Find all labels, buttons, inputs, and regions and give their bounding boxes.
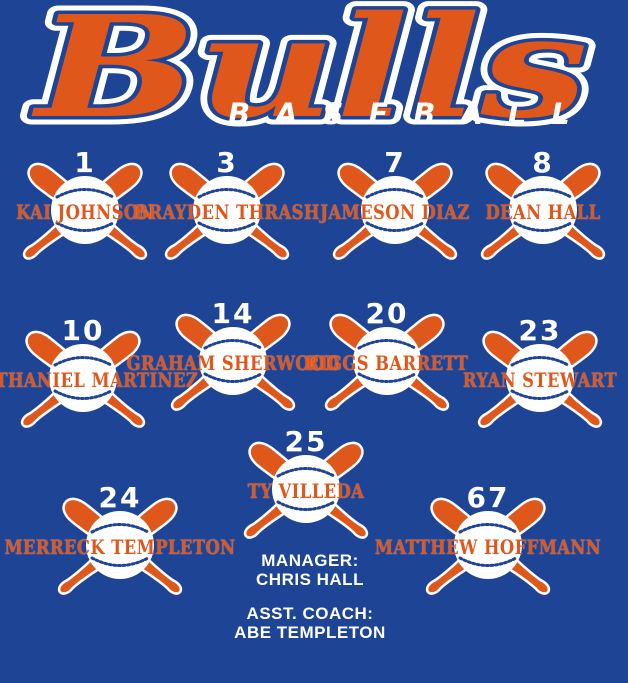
baseball-stitch-bottom bbox=[90, 556, 150, 567]
crossed-bats-ball-icon bbox=[57, 497, 183, 595]
player-card: 24 MERRECK TEMPLETON bbox=[4, 481, 235, 605]
assistant-coach-label: ASST. COACH: bbox=[246, 604, 374, 623]
player-number: 67 bbox=[466, 481, 510, 514]
baseball-stitch-bottom bbox=[357, 372, 417, 383]
crossed-bats-ball-icon bbox=[477, 330, 603, 428]
player-number: 14 bbox=[211, 297, 255, 330]
baseball-stitch-bottom bbox=[513, 221, 573, 232]
player-number: 20 bbox=[365, 297, 409, 330]
player-number: 1 bbox=[74, 146, 96, 179]
crossed-bats-ball-icon bbox=[164, 162, 290, 260]
crossed-bats-ball-emblem bbox=[320, 152, 470, 268]
crossed-bats-ball-icon bbox=[22, 162, 148, 260]
baseball-stitch-top bbox=[510, 356, 570, 367]
team-logo-script-outline: Bulls bbox=[31, 0, 588, 150]
manager-name: CHRIS HALL bbox=[256, 570, 364, 589]
crossed-bats-ball-icon bbox=[170, 313, 296, 411]
crossed-bats-ball-emblem bbox=[8, 320, 158, 436]
team-logo-subtitle: BASEBALL bbox=[228, 97, 595, 131]
baseball-stitch-top bbox=[203, 339, 263, 350]
player-number: 25 bbox=[284, 425, 328, 458]
crossed-bats-ball-icon bbox=[20, 330, 146, 428]
crossed-bats-ball-emblem bbox=[152, 152, 302, 268]
crossed-bats-ball-icon bbox=[243, 441, 369, 539]
crossed-bats-ball-icon bbox=[324, 313, 450, 411]
baseball-stitch-top bbox=[357, 339, 417, 350]
player-name: MATTHEW HOFFMANN bbox=[374, 535, 602, 559]
crossed-bats-ball-emblem bbox=[231, 431, 381, 547]
crossed-bats-ball-emblem bbox=[158, 303, 308, 419]
player-name: MERRECK TEMPLETON bbox=[4, 535, 236, 559]
player-card: 25 TY VILLEDA bbox=[231, 425, 381, 549]
player-number: 8 bbox=[532, 146, 554, 179]
player-card: 23 RYAN STEWART bbox=[462, 314, 618, 438]
player-name: BRAYDEN THRASH bbox=[134, 200, 320, 224]
baseball-stitch-top bbox=[197, 188, 257, 199]
player-name: GRAHAM SHERWOOD bbox=[126, 351, 340, 375]
baseball-stitch-bottom bbox=[365, 221, 425, 232]
crossed-bats-ball-emblem bbox=[465, 320, 615, 436]
crossed-bats-ball-emblem bbox=[312, 303, 462, 419]
player-number: 23 bbox=[518, 314, 562, 347]
player-card: 14 GRAHAM SHERWOOD bbox=[127, 297, 339, 421]
player-name: DEAN HALL bbox=[485, 200, 601, 224]
player-card: 1 KAI JOHNSON bbox=[10, 146, 160, 270]
player-number: 10 bbox=[61, 314, 105, 347]
player-name: KAI JOHNSON bbox=[16, 200, 154, 224]
baseball-stitch-top bbox=[276, 467, 336, 478]
player-card: 7 JAMESON DIAZ bbox=[320, 146, 470, 270]
player-name: JAMESON DIAZ bbox=[320, 200, 470, 224]
player-name: NATHANIEL MARTINEZ bbox=[0, 368, 199, 392]
baseball-stitch-bottom bbox=[197, 221, 257, 232]
baseball-stitch-bottom bbox=[53, 389, 113, 400]
baseball-stitch-bottom bbox=[55, 221, 115, 232]
player-card: 67 MATTHEW HOFFMANN bbox=[375, 481, 601, 605]
player-name: RIGGS BARRETT bbox=[305, 351, 469, 375]
baseball-stitch-bottom bbox=[510, 389, 570, 400]
baseball-stitch-top bbox=[365, 188, 425, 199]
player-number: 3 bbox=[216, 146, 238, 179]
team-logo-script: Bulls bbox=[31, 0, 588, 150]
player-card: 10 NATHANIEL MARTINEZ bbox=[0, 314, 198, 438]
baseball-stitch-top bbox=[90, 523, 150, 534]
player-card: 8 DEAN HALL bbox=[468, 146, 618, 270]
player-number: 24 bbox=[98, 481, 142, 514]
team-logo-script-inline: Bulls bbox=[31, 0, 588, 150]
player-name: RYAN STEWART bbox=[462, 368, 618, 392]
baseball-stitch-top bbox=[53, 356, 113, 367]
baseball-stitch-bottom bbox=[276, 500, 336, 511]
player-number: 7 bbox=[384, 146, 406, 179]
manager-label: MANAGER: bbox=[261, 551, 359, 570]
crossed-bats-ball-icon bbox=[332, 162, 458, 260]
team-logo: Bulls Bulls Bulls bbox=[22, 0, 596, 152]
crossed-bats-ball-emblem bbox=[10, 152, 160, 268]
baseball-stitch-top bbox=[458, 523, 518, 534]
player-name: TY VILLEDA bbox=[247, 479, 365, 503]
baseball-stitch-bottom bbox=[458, 556, 518, 567]
assistant-coach-name: ABE TEMPLETON bbox=[234, 623, 386, 642]
crossed-bats-ball-emblem bbox=[45, 487, 195, 603]
player-card: 20 RIGGS BARRETT bbox=[306, 297, 468, 421]
player-card: 3 BRAYDEN THRASH bbox=[134, 146, 319, 270]
staff-credits: MANAGER: CHRIS HALL ASST. COACH: ABE TEM… bbox=[210, 551, 410, 642]
baseball-stitch-bottom bbox=[203, 372, 263, 383]
baseball-stitch-top bbox=[55, 188, 115, 199]
baseball-stitch-top bbox=[513, 188, 573, 199]
crossed-bats-ball-emblem bbox=[413, 487, 563, 603]
crossed-bats-ball-icon bbox=[480, 162, 606, 260]
crossed-bats-ball-icon bbox=[425, 497, 551, 595]
crossed-bats-ball-emblem bbox=[468, 152, 618, 268]
